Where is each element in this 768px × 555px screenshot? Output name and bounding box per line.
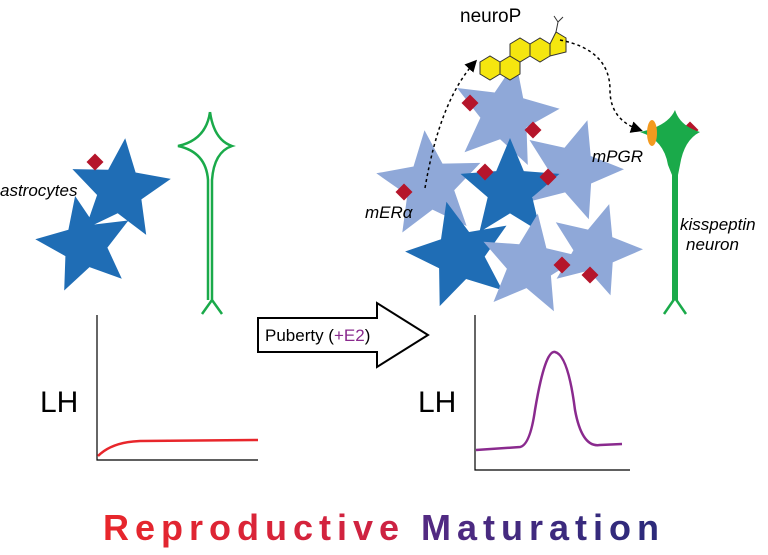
receptor-marker <box>476 163 494 181</box>
lh-curve <box>97 438 259 457</box>
astrocyte <box>529 120 624 220</box>
astrocyte <box>483 213 582 312</box>
footer-title: Reproductive Maturation <box>103 507 665 548</box>
arrow-text: Puberty ( <box>265 326 334 345</box>
neuron-terminal <box>662 297 688 315</box>
arrow-text: ) <box>365 326 371 345</box>
axes <box>474 315 630 471</box>
molecule-bond <box>553 15 564 33</box>
arrow-label: Puberty (+E2) <box>265 326 370 345</box>
footer-word: Reproductive <box>103 507 405 548</box>
receptor-marker <box>581 266 599 284</box>
receptor-marker <box>461 94 479 112</box>
axes <box>96 315 258 461</box>
astrocyte <box>376 130 481 233</box>
label: kisspeptin <box>680 215 756 234</box>
astrocyte <box>35 196 129 291</box>
astrocyte-group <box>35 61 699 312</box>
astrocyte <box>457 61 560 165</box>
neuron-outline <box>177 111 236 315</box>
receptor-marker <box>539 168 557 186</box>
astrocyte <box>72 138 171 235</box>
dashed-arrow <box>559 39 643 133</box>
receptor <box>647 120 657 146</box>
label: neuroP <box>460 6 521 27</box>
axis-label: LH <box>418 386 456 419</box>
footer-word: Maturation <box>421 507 665 548</box>
kisspeptin-neuron <box>640 110 700 300</box>
receptor-marker <box>524 121 542 139</box>
label: neuron <box>686 235 739 254</box>
puberty-arrow <box>257 301 430 369</box>
dashed-arrow <box>424 59 478 189</box>
astrocyte <box>405 201 507 307</box>
astrocyte <box>460 138 560 233</box>
arrow-text: +E2 <box>334 326 365 345</box>
receptor-marker <box>86 153 104 171</box>
label: astrocytes <box>0 181 78 200</box>
molecule <box>479 31 567 81</box>
lh-curve <box>475 350 623 452</box>
receptor-marker <box>395 183 413 201</box>
label: mERα <box>365 203 414 222</box>
receptor-marker <box>553 256 571 274</box>
astrocyte <box>555 204 643 296</box>
axis-label: LH <box>40 386 78 419</box>
label: mPGR <box>592 147 643 166</box>
